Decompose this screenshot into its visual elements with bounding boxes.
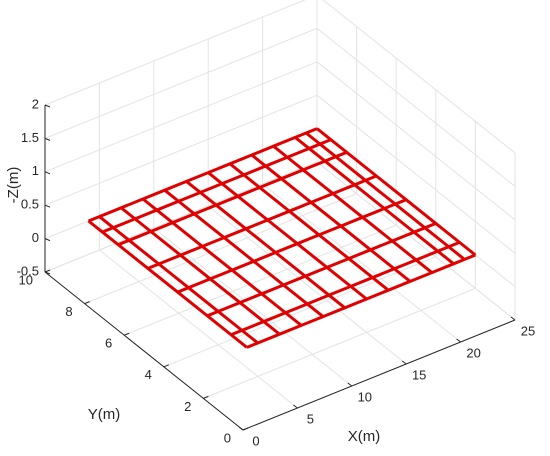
z-tick-label: 1.5 [21,130,39,145]
grid-line [44,61,318,173]
grid-line [153,227,353,387]
y-tick [84,301,90,305]
z-tick-label: 0.5 [21,197,39,212]
grid-line [203,287,476,399]
z-tick [44,171,51,175]
grid-line [207,205,407,365]
z-tick [44,204,51,208]
mesh-line [250,153,412,283]
grid-line [316,28,516,187]
x-tick [510,316,516,321]
x-axis [242,319,516,431]
y-tick-label: 8 [65,304,72,319]
x-tick [401,360,407,365]
z-tick [44,238,51,242]
y-tick-label: 6 [105,336,112,351]
x-tick-label: 5 [307,411,314,426]
x-axis-label: X(m) [348,428,381,445]
y-tick [124,332,130,336]
z-tick-label: -0.5 [17,263,39,278]
grid-line [322,0,516,154]
grid-line [44,161,318,273]
y-tick-label: 2 [184,399,191,414]
grid-line [44,94,318,206]
y-tick [203,395,209,399]
grid-line [44,0,306,106]
y-axis-label: Y(m) [88,406,121,423]
x-tick-label: 20 [466,345,480,360]
z-tick [44,271,51,275]
mesh-line [316,127,477,257]
y-tick [44,269,51,273]
x-tick-label: 25 [521,323,535,338]
mesh-line [98,215,259,345]
grid-line [124,224,397,336]
y-tick [242,427,249,431]
x-tick [456,338,461,343]
mesh-line [163,189,325,318]
mesh-line [272,145,433,274]
mesh-line [207,171,368,301]
grid-line [316,94,516,254]
mesh-line [305,131,466,261]
grid-line [99,249,298,409]
z-tick-label: 0 [32,230,39,245]
z-tick-label: 2 [32,96,39,111]
y-tick-label: 4 [145,367,152,382]
grid-line [316,61,516,221]
z-axis-label: -Z(m) [5,167,22,204]
grid-line [44,27,318,139]
grid-line [316,161,516,321]
y-tick-label: 10 [19,272,33,287]
grid-line [84,193,357,305]
x-tick [293,404,298,409]
x-tick-label: 10 [358,389,372,404]
mesh-line [141,197,303,327]
mesh-line [185,180,346,309]
mesh-line [229,162,390,292]
z-tick [44,137,51,141]
mesh-line [120,206,281,336]
x-tick [347,382,353,387]
z-tick-label: 1 [32,163,39,178]
y-axis [44,271,244,431]
y-tick-label: 0 [224,430,231,445]
x-tick-label: 15 [412,367,426,382]
z-tick [44,104,51,108]
grid-line [262,183,461,343]
mesh-line [87,219,248,349]
x-tick [238,426,244,431]
grid-line [163,256,436,368]
y-tick [163,364,169,368]
x-tick-label: 0 [252,433,259,448]
mesh-line [294,136,455,265]
